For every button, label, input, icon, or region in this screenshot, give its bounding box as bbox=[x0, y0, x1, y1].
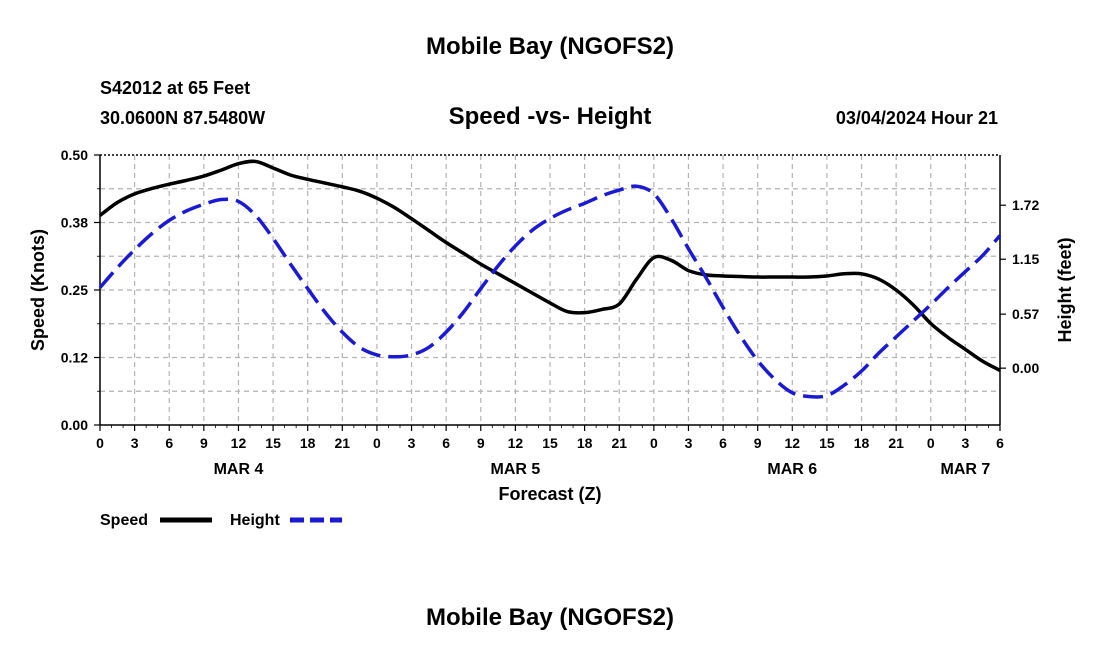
x-tick-label: 12 bbox=[785, 435, 801, 451]
x-tick-label: 6 bbox=[442, 435, 450, 451]
legend-speed-label: Speed bbox=[100, 512, 148, 529]
x-tick-label: 6 bbox=[996, 435, 1004, 451]
x-tick-label: 21 bbox=[888, 435, 904, 451]
x-axis-label: Forecast (Z) bbox=[498, 484, 601, 504]
x-tick-label: 3 bbox=[685, 435, 693, 451]
y2-axis-label: Height (feet) bbox=[1055, 238, 1075, 343]
x-tick-label: 3 bbox=[408, 435, 416, 451]
grid bbox=[100, 155, 1000, 425]
y-tick-label: 0.00 bbox=[61, 417, 88, 433]
x-tick-label: 0 bbox=[373, 435, 381, 451]
y2-tick-label: 1.72 bbox=[1012, 197, 1039, 213]
y2-tick-label: 1.15 bbox=[1012, 251, 1039, 267]
legend-height-label: Height bbox=[230, 512, 280, 529]
y-tick-label: 0.25 bbox=[61, 282, 88, 298]
x-tick-label: 6 bbox=[165, 435, 173, 451]
x-tick-label: 18 bbox=[300, 435, 316, 451]
x-tick-label: 0 bbox=[927, 435, 935, 451]
chart-title: Speed -vs- Height bbox=[449, 103, 652, 130]
x-tick-label: 9 bbox=[200, 435, 208, 451]
x-tick-label: 15 bbox=[542, 435, 558, 451]
x-tick-label: 15 bbox=[265, 435, 281, 451]
tick-labels: 0 3 6 9 12 15 18 21 0 3 6 9 12 15 18 21 0 3 6 9 12 15 18 21 0 3 6M… bbox=[61, 147, 1040, 478]
station-label: S42012 at 65 Feet bbox=[100, 78, 250, 98]
x-tick-label: 12 bbox=[231, 435, 247, 451]
series-line-height bbox=[98, 184, 1002, 399]
x-tick-label: 3 bbox=[961, 435, 969, 451]
day-label: MAR 6 bbox=[767, 461, 817, 478]
x-tick-label: 0 bbox=[96, 435, 104, 451]
series-group bbox=[98, 159, 1002, 399]
day-label: MAR 4 bbox=[214, 461, 264, 478]
y-tick-label: 0.12 bbox=[61, 350, 88, 366]
x-tick-label: 6 bbox=[719, 435, 727, 451]
day-label: MAR 5 bbox=[490, 461, 540, 478]
x-tick-label: 9 bbox=[754, 435, 762, 451]
forecast-datetime: 03/04/2024 Hour 21 bbox=[836, 108, 998, 128]
x-tick-label: 9 bbox=[477, 435, 485, 451]
y-tick-label: 0.50 bbox=[61, 147, 88, 163]
day-label: MAR 7 bbox=[940, 461, 990, 478]
x-tick-label: 21 bbox=[335, 435, 351, 451]
y2-tick-label: 0.57 bbox=[1012, 306, 1039, 322]
footer-title: Mobile Bay (NGOFS2) bbox=[426, 604, 674, 631]
x-tick-label: 0 bbox=[650, 435, 658, 451]
page-title: Mobile Bay (NGOFS2) bbox=[426, 33, 674, 60]
x-tick-label: 3 bbox=[131, 435, 139, 451]
x-tick-label: 21 bbox=[611, 435, 627, 451]
location-label: 30.0600N 87.5480W bbox=[100, 108, 265, 128]
x-tick-label: 12 bbox=[508, 435, 524, 451]
y2-tick-label: 0.00 bbox=[1012, 360, 1039, 376]
y-tick-label: 0.38 bbox=[61, 215, 88, 231]
legend: Speed Height bbox=[100, 512, 342, 529]
x-tick-label: 18 bbox=[854, 435, 870, 451]
series-line-speed bbox=[98, 159, 1001, 373]
axes bbox=[94, 154, 1006, 431]
x-tick-label: 15 bbox=[819, 435, 835, 451]
y-axis-label: Speed (Knots) bbox=[28, 229, 48, 351]
x-tick-label: 18 bbox=[577, 435, 593, 451]
